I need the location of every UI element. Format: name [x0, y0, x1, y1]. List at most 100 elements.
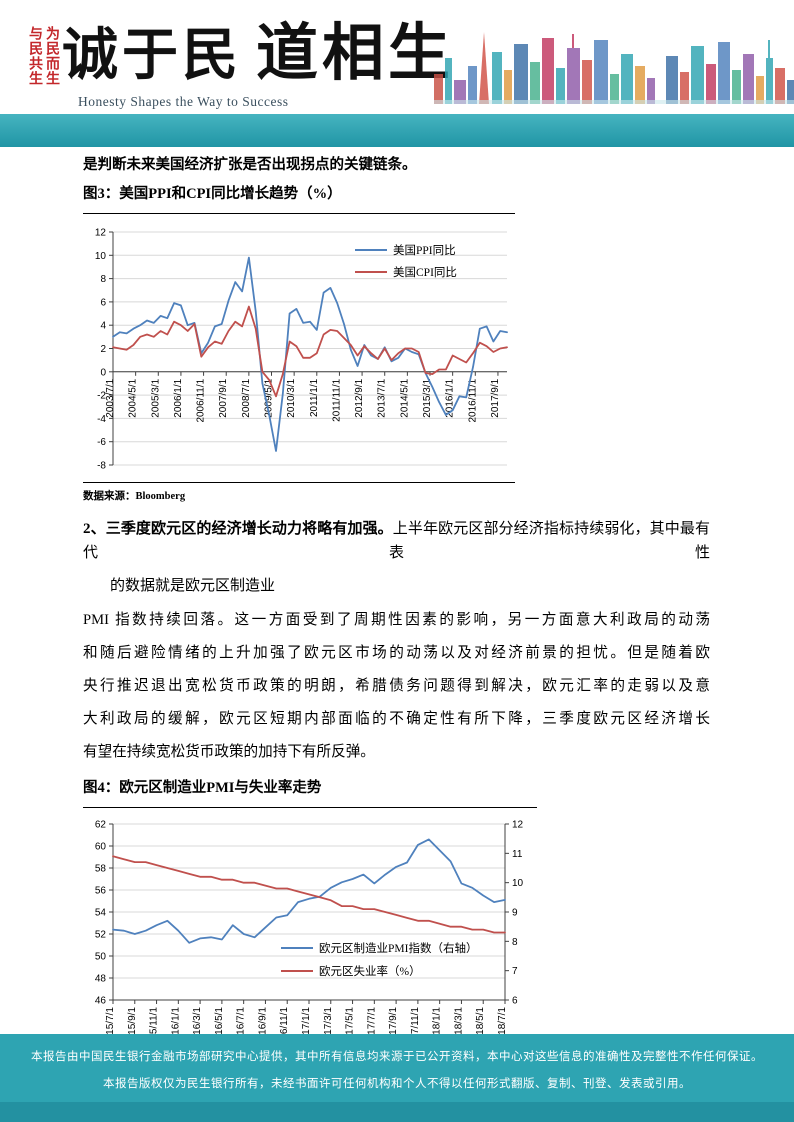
svg-text:2005/3/1: 2005/3/1 — [150, 378, 161, 417]
svg-text:2015/7/1: 2015/7/1 — [105, 1007, 116, 1046]
svg-text:2016/7/1: 2016/7/1 — [236, 1007, 247, 1046]
svg-text:-6: -6 — [97, 437, 106, 448]
disclaimer-line2: 本报告版权仅为民生银行所有，未经书面许可任何机构和个人不得以任何形式翻版、复制、… — [103, 1078, 691, 1090]
svg-text:62: 62 — [95, 820, 107, 831]
svg-text:2011/1/1: 2011/1/1 — [309, 378, 320, 417]
lead-sentence: 是判断未来美国经济扩张是否出现拐点的关键链条。 — [83, 157, 417, 173]
section2-heading: 2、三季度欧元区的经济增长动力将略有加强。上半年欧元区部分经济指标持续弱化，其中… — [83, 517, 710, 565]
svg-text:2017/3/1: 2017/3/1 — [323, 1007, 334, 1046]
svg-text:56: 56 — [95, 886, 107, 897]
svg-text:12: 12 — [512, 820, 524, 831]
svg-text:-4: -4 — [97, 414, 106, 425]
svg-text:2017/11/1: 2017/11/1 — [410, 1007, 421, 1051]
paragraph-line: 和随后避险情绪的上升加强了欧元区市场的动荡以及对经济前景的担忧。但是随着欧 — [83, 645, 710, 661]
svg-text:2007/9/1: 2007/9/1 — [218, 378, 229, 417]
paragraph-line: PMI 指数持续回落。这一方面受到了周期性因素的影响，另一方面意大利政局的动荡 — [83, 612, 710, 628]
svg-text:52: 52 — [95, 930, 107, 941]
svg-text:2006/1/1: 2006/1/1 — [173, 378, 184, 417]
svg-text:7: 7 — [512, 966, 518, 977]
svg-text:2016/11/1: 2016/11/1 — [467, 378, 478, 422]
svg-text:6: 6 — [100, 297, 106, 308]
svg-text:2016/5/1: 2016/5/1 — [214, 1007, 225, 1046]
svg-text:12: 12 — [95, 228, 107, 239]
svg-text:10: 10 — [95, 251, 107, 262]
svg-text:2009/5/1: 2009/5/1 — [264, 378, 275, 417]
section2-heading-bold: 2、三季度欧元区的经济增长动力将略有加强。 — [83, 521, 393, 537]
section2-heading-line2: 的数据就是欧元区制造业 — [110, 578, 276, 594]
svg-text:美国CPI同比: 美国CPI同比 — [393, 265, 457, 279]
svg-text:2015/3/1: 2015/3/1 — [422, 378, 433, 417]
svg-text:-8: -8 — [97, 461, 106, 472]
svg-text:2008/7/1: 2008/7/1 — [241, 378, 252, 417]
svg-text:2012/9/1: 2012/9/1 — [354, 378, 365, 417]
svg-text:-2: -2 — [97, 391, 106, 402]
svg-text:2013/7/1: 2013/7/1 — [377, 378, 388, 417]
svg-text:2011/11/1: 2011/11/1 — [331, 378, 342, 421]
svg-text:美国PPI同比: 美国PPI同比 — [393, 243, 456, 257]
svg-text:8: 8 — [512, 937, 518, 948]
svg-text:10: 10 — [512, 878, 524, 889]
section2-paragraph: PMI 指数持续回落。这一方面受到了周期性因素的影响，另一方面意大利政局的动荡 … — [83, 604, 710, 769]
paragraph-line: 大利政局的缓解，欧元区短期内部面临的不确定性有所下降，三季度欧元区经济增长 — [83, 711, 710, 727]
report-body: 是判断未来美国经济扩张是否出现拐点的关键链条。 图3：美国PPI和CPI同比增长… — [0, 155, 794, 1071]
svg-text:4: 4 — [100, 321, 106, 332]
svg-text:60: 60 — [95, 842, 107, 853]
teal-divider-band — [0, 114, 794, 147]
ppi-cpi-line-chart: -8 -6 -4 -2 0 2 4 6 8 10 12 2003/7/1 2004/5/1 2005/3/… — [95, 228, 508, 472]
svg-text:2017/9/1: 2017/9/1 — [490, 378, 501, 417]
report-header: 为民而生与民共生 诚于民 道相生 Honesty Shapes the Way t… — [0, 0, 794, 114]
data-source-note: 数据来源：Bloomberg — [83, 491, 186, 502]
svg-text:欧元区制造业PMI指数（右轴）: 欧元区制造业PMI指数（右轴） — [319, 941, 477, 955]
svg-text:2010/3/1: 2010/3/1 — [286, 378, 297, 417]
svg-text:50: 50 — [95, 952, 107, 963]
svg-text:2014/5/1: 2014/5/1 — [399, 378, 410, 417]
svg-text:2018/3/1: 2018/3/1 — [453, 1007, 464, 1046]
city-skyline-illustration — [434, 32, 794, 104]
svg-text:2017/9/1: 2017/9/1 — [388, 1007, 399, 1046]
report-footer: 本报告由中国民生银行金融市场部研究中心提供，其中所有信息均来源于已公开资料，本中… — [0, 1034, 794, 1122]
paragraph-line: 有望在持续宽松货币政策的加持下有所反弹。 — [83, 744, 375, 760]
svg-text:2018/1/1: 2018/1/1 — [432, 1007, 443, 1046]
disclaimer-line1: 本报告由中国民生银行金融市场部研究中心提供，其中所有信息均来源于已公开资料，本中… — [31, 1051, 763, 1063]
svg-text:2016/1/1: 2016/1/1 — [170, 1007, 181, 1046]
svg-text:2016/11/1: 2016/11/1 — [279, 1007, 290, 1051]
brand-tagline: Honesty Shapes the Way to Success — [78, 94, 289, 109]
brand-calligraphy: 诚于民 道相生 — [62, 2, 454, 92]
svg-text:6: 6 — [512, 996, 518, 1007]
svg-text:58: 58 — [95, 864, 107, 875]
calligraphy-part1: 诚于民 — [62, 22, 242, 88]
svg-text:2006/11/1: 2006/11/1 — [196, 378, 207, 422]
figure4-container: 46 48 50 52 54 56 58 60 62 6 7 8 9 10 11 12 2015/7/1 2015… — [83, 807, 537, 1071]
svg-text:48: 48 — [95, 974, 107, 985]
svg-text:2016/3/1: 2016/3/1 — [192, 1007, 203, 1046]
svg-text:54: 54 — [95, 908, 107, 919]
footer-bottom-strip — [0, 1102, 794, 1122]
figure3-title: 图3：美国PPI和CPI同比增长趋势（%） — [83, 186, 342, 202]
svg-text:2015/9/1: 2015/9/1 — [127, 1007, 138, 1046]
svg-text:0: 0 — [100, 367, 106, 378]
svg-text:9: 9 — [512, 908, 518, 919]
svg-text:2016/9/1: 2016/9/1 — [257, 1007, 268, 1046]
svg-text:2016/1/1: 2016/1/1 — [445, 378, 456, 417]
svg-text:2: 2 — [100, 344, 106, 355]
svg-text:11: 11 — [512, 849, 523, 860]
svg-text:欧元区失业率（%）: 欧元区失业率（%） — [319, 964, 421, 978]
figure3-container: -8 -6 -4 -2 0 2 4 6 8 10 12 2003/7/1 2004/5/1 2005/3/… — [83, 213, 515, 483]
figure4-title: 图4：欧元区制造业PMI与失业率走势 — [83, 780, 322, 796]
svg-text:2015/11/1: 2015/11/1 — [149, 1007, 160, 1051]
svg-text:2017/7/1: 2017/7/1 — [366, 1007, 377, 1046]
svg-text:46: 46 — [95, 996, 107, 1007]
svg-text:2003/7/1: 2003/7/1 — [105, 378, 116, 417]
paragraph-line: 央行推迟退出宽松货币政策的明朗，希腊债务问题得到解决，欧元汇率的走弱以及意 — [83, 678, 710, 694]
svg-text:2018/7/1: 2018/7/1 — [497, 1007, 508, 1046]
svg-text:2018/5/1: 2018/5/1 — [475, 1007, 486, 1046]
red-seal-motto: 为民而生与民共生 — [27, 26, 59, 86]
pmi-unemployment-line-chart: 46 48 50 52 54 56 58 60 62 6 7 8 9 10 11 12 2015/7/1 2015… — [95, 820, 524, 1051]
svg-text:2004/5/1: 2004/5/1 — [128, 378, 139, 417]
svg-text:8: 8 — [100, 274, 106, 285]
calligraphy-part2: 道相生 — [256, 16, 455, 89]
svg-text:2017/1/1: 2017/1/1 — [301, 1007, 312, 1046]
section2-heading-rest: 上半年欧元区部分经济指标持续弱化，其中最有代表性 — [83, 521, 710, 561]
svg-text:2017/5/1: 2017/5/1 — [345, 1007, 356, 1046]
